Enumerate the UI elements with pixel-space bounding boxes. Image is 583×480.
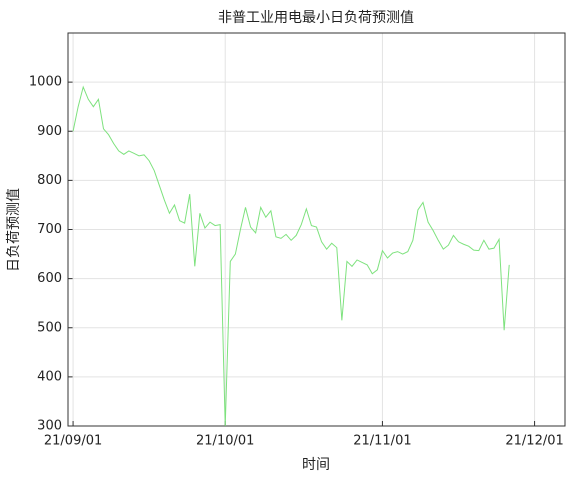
y-tick-label: 400 xyxy=(37,369,62,384)
x-tick-label: 21/10/01 xyxy=(196,434,254,449)
y-tick-label: 800 xyxy=(37,173,62,188)
x-tick-label: 21/11/01 xyxy=(353,434,411,449)
x-axis-label: 时间 xyxy=(302,457,330,473)
plot-frame xyxy=(67,32,566,427)
x-tick-label: 21/12/01 xyxy=(505,434,563,449)
y-tick-label: 300 xyxy=(37,419,62,434)
y-tick-label: 1000 xyxy=(29,75,62,90)
y-tick-label: 900 xyxy=(37,124,62,139)
data-line xyxy=(72,85,510,427)
y-axis-label: 日负荷预测值 xyxy=(6,188,22,272)
y-tick-label: 500 xyxy=(37,320,62,335)
y-tick-label: 700 xyxy=(37,222,62,237)
chart-title: 非普工业用电最小日负荷预测值 xyxy=(218,10,414,26)
x-tick-label: 21/09/01 xyxy=(44,434,102,449)
y-tick-label: 600 xyxy=(37,271,62,286)
